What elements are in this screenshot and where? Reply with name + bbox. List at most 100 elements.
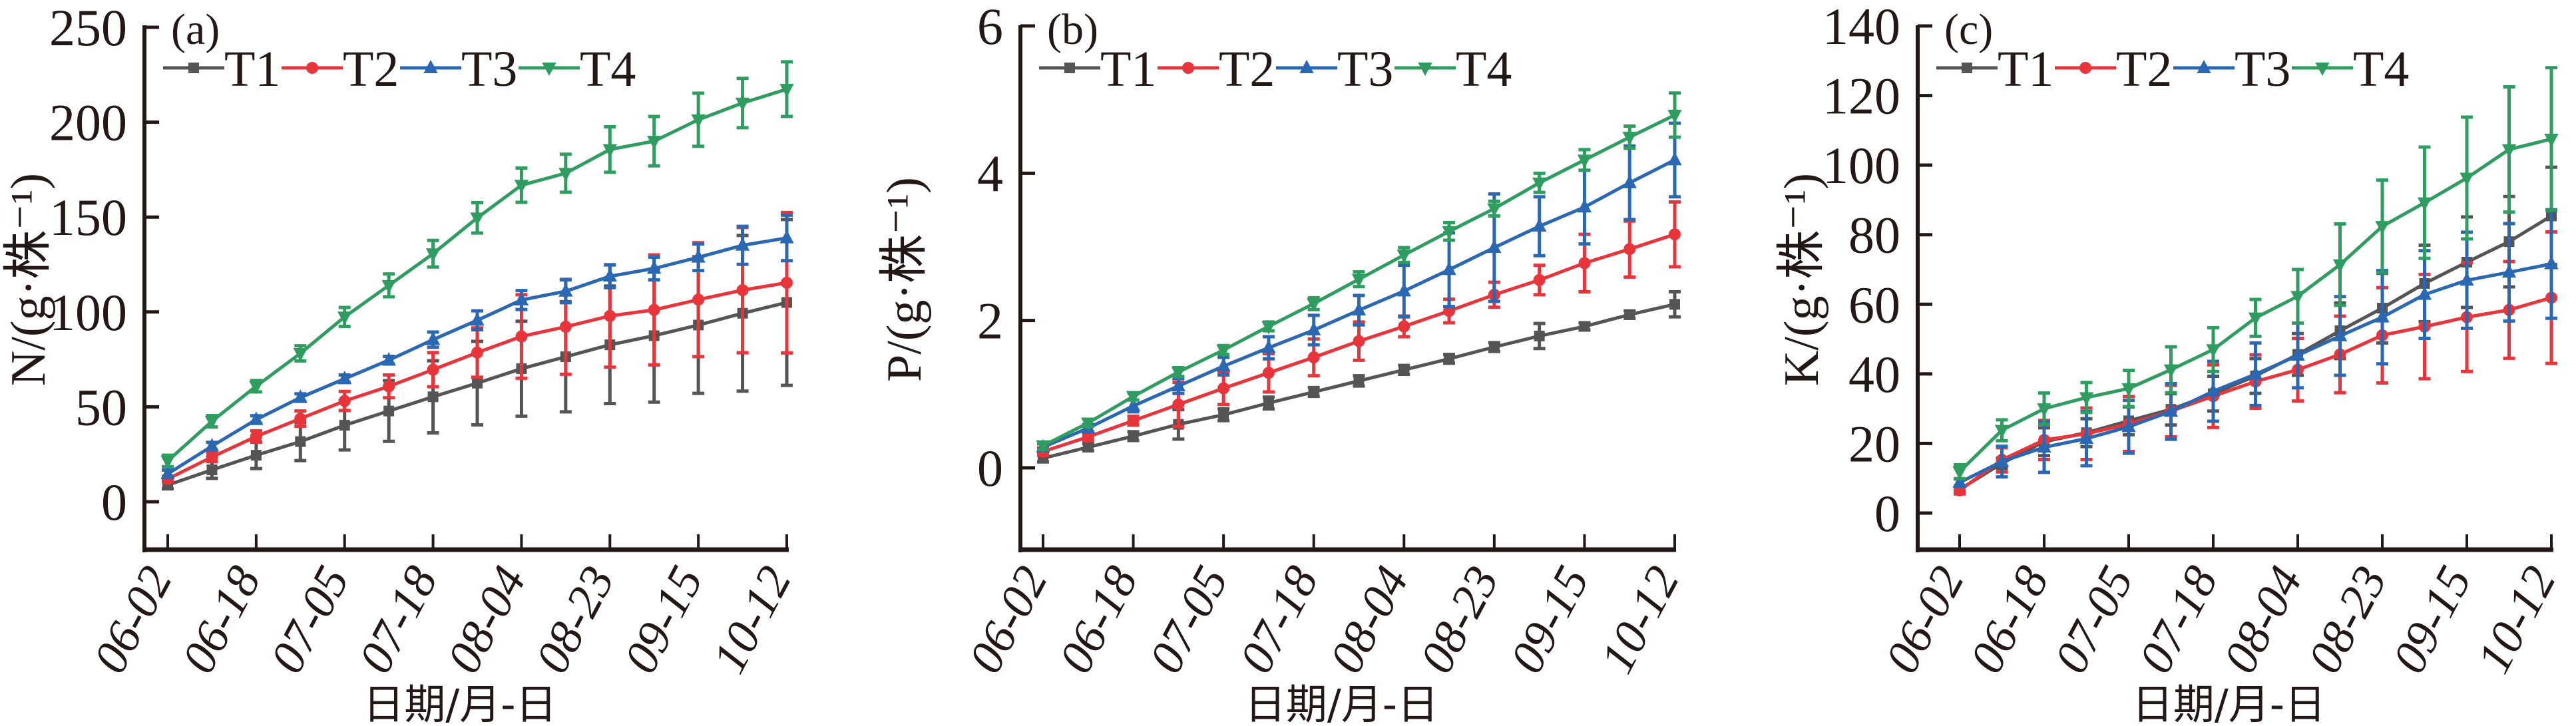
data-point-triangle-up	[2332, 327, 2348, 341]
data-point-triangle-down	[2163, 364, 2179, 378]
y-tick-label: 250	[49, 0, 127, 57]
data-point-square	[1444, 353, 1455, 365]
x-tick-label: 06-18	[1960, 558, 2059, 681]
series-T2	[162, 210, 793, 485]
x-tick-label: 10-12	[1590, 558, 1689, 681]
data-point-circle	[648, 303, 660, 316]
x-tick-label: 07-05	[260, 558, 359, 681]
data-point-square	[206, 464, 218, 476]
series-T4	[1952, 66, 2559, 480]
data-point-circle	[604, 309, 616, 322]
data-point-triangle-up	[2248, 366, 2263, 380]
data-point-triangle-down	[602, 144, 617, 158]
panel-label: (c)	[1944, 5, 1993, 54]
y-axis-title: N/(g·株⁻¹)	[1, 173, 56, 386]
data-point-triangle-up	[1994, 453, 2010, 467]
legend-item-T3: T3	[1276, 41, 1393, 97]
data-point-circle	[1353, 335, 1365, 347]
y-tick-label: 0	[977, 439, 1003, 497]
data-point-triangle-down	[1396, 250, 1411, 264]
data-point-triangle-down	[1487, 203, 1502, 217]
data-point-triangle-up	[1216, 358, 1231, 372]
data-point-circle	[206, 451, 218, 463]
data-point-square	[188, 63, 199, 73]
data-point-triangle-down	[1081, 417, 1096, 431]
legend-item-T2: T2	[1158, 41, 1275, 97]
data-point-triangle-down	[1307, 298, 1321, 312]
legend-label: T2	[343, 41, 399, 97]
data-point-triangle-up	[2079, 430, 2094, 445]
data-point-triangle-down	[425, 248, 441, 262]
data-point-triangle-up	[204, 438, 220, 452]
series-T4	[160, 60, 794, 469]
x-tick-label: 08-23	[2298, 558, 2397, 681]
legend-item-T3: T3	[400, 41, 517, 97]
data-point-circle	[736, 284, 749, 297]
data-point-triangle-up	[1577, 199, 1592, 213]
y-tick-label: 4	[977, 144, 1003, 202]
legend-item-T2: T2	[2055, 41, 2172, 97]
data-point-triangle-up	[2460, 272, 2474, 286]
data-point-square	[1082, 442, 1094, 453]
panel-label: (b)	[1047, 5, 1098, 54]
legend-label: T2	[1219, 41, 1275, 97]
data-point-square	[1353, 375, 1365, 387]
series-T1	[162, 218, 793, 491]
data-point-triangle-down	[1532, 177, 1547, 191]
data-point-circle	[427, 363, 439, 376]
panel-b: 0 2 4 6 06-0206-1807-0507-1808-0408-2309-151…	[877, 0, 1689, 726]
data-point-triangle-down	[514, 180, 529, 194]
series-T3	[160, 213, 794, 480]
data-point-square	[1669, 299, 1680, 310]
data-point-square	[1308, 387, 1319, 398]
y-tick-label: 20	[1848, 415, 1900, 472]
data-point-square	[295, 436, 306, 447]
x-tick-label: 08-04	[2213, 558, 2312, 681]
data-point-triangle-up	[779, 230, 794, 244]
x-tick-label: 06-02	[83, 558, 182, 681]
legend-label: T1	[1998, 41, 2053, 97]
panel-label: (a)	[171, 5, 220, 54]
data-point-triangle-up	[2501, 264, 2517, 278]
legend-label: T1	[1100, 41, 1156, 97]
data-point-triangle-down	[1442, 226, 1456, 240]
x-tick-label: 07-18	[2129, 558, 2228, 681]
data-point-triangle-down	[381, 279, 396, 294]
data-point-triangle-down	[2332, 259, 2348, 273]
data-point-triangle-down	[1351, 273, 1367, 287]
data-point-circle	[1182, 62, 1194, 74]
data-point-circle	[1307, 351, 1320, 363]
data-point-circle	[781, 276, 793, 289]
data-point-triangle-up	[735, 237, 750, 251]
y-tick-label: 40	[1848, 345, 1900, 403]
legend-item-T4: T4	[1395, 41, 1512, 97]
data-point-triangle-down	[1667, 109, 1682, 124]
data-point-triangle-up	[381, 352, 396, 366]
data-point-triangle-down	[2315, 63, 2330, 77]
data-point-triangle-up	[647, 260, 662, 274]
data-point-triangle-down	[1952, 466, 1967, 480]
x-tick-label: 07-05	[1139, 558, 1238, 681]
data-point-circle	[1669, 228, 1681, 241]
y-tick-label: 100	[1823, 136, 1900, 194]
data-point-triangle-down	[337, 311, 352, 325]
data-point-triangle-up	[691, 249, 706, 263]
data-point-circle	[1172, 398, 1185, 411]
data-point-triangle-up	[2163, 403, 2179, 417]
data-point-circle	[1578, 257, 1591, 270]
x-axis-title: 日期/月-日	[2132, 680, 2326, 726]
data-point-triangle-down	[2501, 144, 2517, 158]
data-point-circle	[471, 346, 483, 359]
legend-label: T1	[224, 41, 280, 97]
data-point-circle	[1127, 415, 1140, 427]
legend-item-T2: T2	[282, 41, 399, 97]
data-point-triangle-up	[602, 268, 617, 282]
data-point-circle	[1533, 273, 1546, 286]
data-point-triangle-down	[1577, 154, 1592, 168]
data-point-square	[383, 405, 395, 417]
x-tick-label: 06-02	[959, 558, 1058, 681]
x-tick-label: 09-15	[2382, 558, 2481, 681]
data-point-circle	[306, 62, 318, 74]
data-point-triangle-up	[423, 59, 438, 73]
